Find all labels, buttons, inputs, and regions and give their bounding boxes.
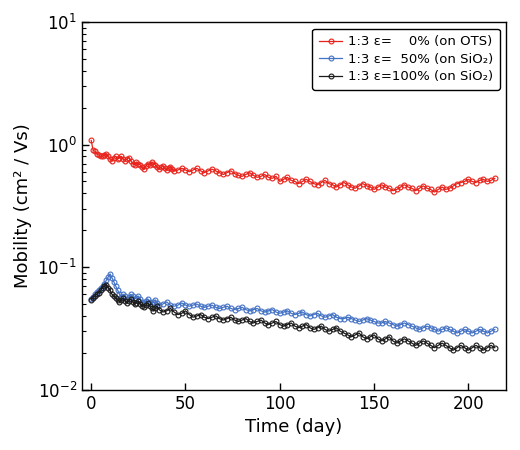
1:3 ε=  50% (on SiO₂) [492, 327, 498, 332]
Line: 1:3 ε=100% (on SiO₂): 1:3 ε=100% (on SiO₂) [89, 282, 497, 353]
1:3 ε=100% (on SiO₂) [337, 328, 343, 334]
1:3 ε=    0% (on OTS) [326, 181, 332, 186]
1:3 ε=  50% (on SiO₂) [337, 316, 343, 321]
Y-axis label: Mobility (cm² / Vs): Mobility (cm² / Vs) [14, 123, 32, 288]
1:3 ε=  50% (on SiO₂) [303, 312, 309, 317]
1:3 ε=100% (on SiO₂) [105, 285, 111, 290]
1:3 ε=100% (on SiO₂) [303, 322, 309, 327]
1:3 ε=    0% (on OTS) [258, 174, 264, 179]
1:3 ε=  50% (on SiO₂) [246, 308, 253, 314]
1:3 ε=    0% (on OTS) [154, 165, 160, 170]
1:3 ε=    0% (on OTS) [363, 183, 370, 189]
1:3 ε=  50% (on SiO₂) [88, 296, 94, 302]
1:3 ε=  50% (on SiO₂) [454, 330, 460, 336]
1:3 ε=100% (on SiO₂) [315, 325, 321, 330]
1:3 ε=    0% (on OTS) [88, 138, 94, 143]
1:3 ε=  50% (on SiO₂) [315, 310, 321, 316]
1:3 ε=100% (on SiO₂) [150, 308, 157, 314]
1:3 ε=    0% (on OTS) [492, 176, 498, 181]
Line: 1:3 ε=    0% (on OTS): 1:3 ε= 0% (on OTS) [89, 138, 497, 194]
1:3 ε=    0% (on OTS) [213, 168, 219, 174]
Legend: 1:3 ε=    0% (on OTS), 1:3 ε=  50% (on SiO₂), 1:3 ε=100% (on SiO₂): 1:3 ε= 0% (on OTS), 1:3 ε= 50% (on SiO₂)… [312, 28, 500, 90]
1:3 ε=    0% (on OTS) [431, 189, 437, 195]
1:3 ε=100% (on SiO₂) [246, 319, 253, 324]
1:3 ε=100% (on SiO₂) [88, 297, 94, 302]
X-axis label: Time (day): Time (day) [245, 418, 343, 436]
1:3 ε=100% (on SiO₂) [492, 345, 498, 351]
1:3 ε=  50% (on SiO₂) [107, 271, 113, 277]
Line: 1:3 ε=  50% (on SiO₂): 1:3 ε= 50% (on SiO₂) [89, 271, 497, 335]
1:3 ε=100% (on SiO₂) [450, 347, 457, 353]
1:3 ε=100% (on SiO₂) [103, 282, 109, 287]
1:3 ε=    0% (on OTS) [386, 185, 392, 191]
1:3 ε=  50% (on SiO₂) [150, 299, 157, 305]
1:3 ε=  50% (on SiO₂) [103, 278, 109, 283]
